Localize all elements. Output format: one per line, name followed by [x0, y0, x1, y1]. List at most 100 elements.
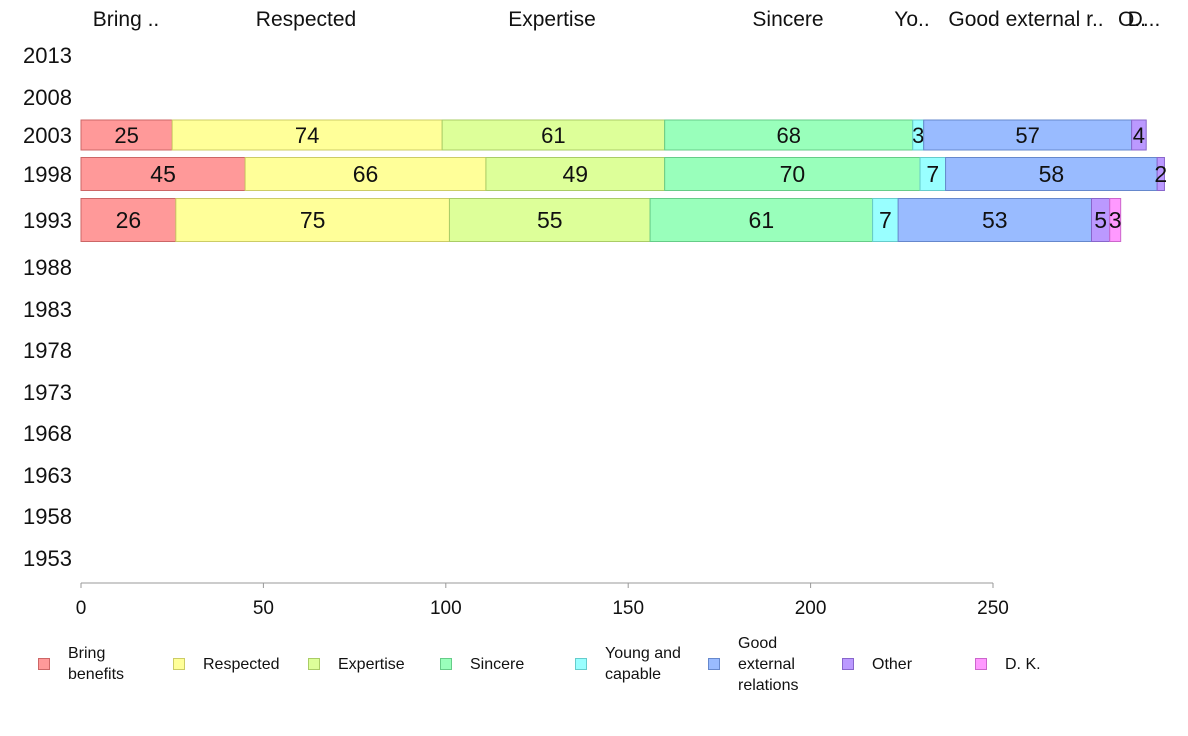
bar-value-label: 45 [150, 161, 176, 187]
top-series-label: D... [1128, 8, 1161, 31]
legend-label-line: Respected [203, 655, 280, 673]
x-tick-label: 150 [612, 598, 644, 619]
legend-item: Other [842, 654, 962, 675]
bar-value-label: 75 [300, 207, 326, 233]
legend-label: Bring benefits [68, 643, 158, 685]
bar-segment [1156, 157, 1165, 191]
top-series-label: Yo.. [894, 8, 929, 31]
bar-segment [923, 119, 1133, 151]
legend-label: Expertise [338, 654, 428, 675]
legend-label: Other [872, 654, 962, 675]
top-series-label: Sincere [752, 8, 823, 31]
bar-value-label: 58 [1039, 161, 1065, 187]
x-tick-label: 250 [977, 598, 1009, 619]
legend-label-line: Young and [605, 645, 681, 662]
bar-segment [649, 198, 874, 242]
y-tick-label: 1993 [23, 208, 72, 233]
bar-value-label: 5 [1094, 207, 1107, 233]
x-tick-label: 200 [795, 598, 827, 619]
y-tick-label: 1958 [23, 504, 72, 529]
legend-label-line: Bring [68, 645, 106, 662]
bar-segment [1109, 198, 1122, 242]
bar-segment [80, 198, 177, 242]
legend-label: Good external relations [738, 633, 828, 696]
bar-value-label: 2 [1154, 161, 1167, 187]
x-tick-label: 100 [430, 598, 462, 619]
y-tick-label: 1953 [23, 546, 72, 571]
legend-label-line: Expertise [338, 655, 405, 673]
x-tick-label: 0 [76, 598, 87, 619]
legend-swatch [440, 658, 452, 670]
legend-label-line: relations [738, 676, 799, 694]
stacked-bar-chart: 2013200820031998199319881983197819731968… [23, 8, 1167, 619]
y-tick-label: 1998 [23, 162, 72, 187]
top-series-label: Respected [256, 8, 356, 31]
bar-segment [897, 198, 1092, 242]
bar-value-label: 25 [114, 123, 138, 148]
bar-segment [244, 157, 487, 191]
top-series-label: Expertise [508, 8, 596, 31]
legend-label-line: D. K. [1005, 655, 1041, 673]
bar-value-label: 3 [1109, 207, 1122, 233]
legend-swatch [842, 658, 854, 670]
bar-value-label: 7 [926, 161, 939, 187]
legend-label: Sincere [470, 654, 560, 675]
bar-segment [448, 198, 651, 242]
y-tick-label: 1973 [23, 380, 72, 405]
top-series-label: Good external r.. [948, 8, 1103, 31]
legend-item: Sincere [440, 654, 560, 675]
bar-segment [919, 157, 947, 191]
y-tick-label: 2013 [23, 43, 72, 68]
legend-item: Young and capable [575, 643, 695, 685]
bar-segment [485, 157, 666, 191]
legend-swatch [308, 658, 320, 670]
y-tick-label: 1978 [23, 338, 72, 363]
bar-segment [664, 157, 921, 191]
bar-value-label: 4 [1133, 123, 1145, 148]
legend-label-line: external [738, 655, 795, 673]
bar-segment [175, 198, 450, 242]
top-series-label: Bring .. [93, 8, 160, 31]
legend-swatch [38, 658, 50, 670]
chart-legend: Bring benefits Respected Expertise Sincere Yo… [38, 632, 1158, 702]
top-series-label: O.. [1118, 8, 1146, 31]
y-tick-label: 2008 [23, 85, 72, 110]
legend-item: Expertise [308, 654, 428, 675]
bar-value-label: 26 [116, 207, 142, 233]
y-tick-label: 2003 [23, 123, 72, 148]
y-tick-label: 1983 [23, 297, 72, 322]
bar-value-label: 68 [776, 123, 800, 148]
legend-label: Young and capable [605, 643, 695, 685]
legend-swatch [575, 658, 587, 670]
legend-label-line: Other [872, 655, 913, 673]
bar-value-label: 7 [879, 207, 892, 233]
bar-segment [872, 198, 899, 242]
bar-value-label: 74 [295, 123, 319, 148]
bar-value-label: 57 [1015, 123, 1039, 148]
x-tick-label: 50 [253, 598, 274, 619]
legend-swatch [708, 658, 720, 670]
legend-label: D. K. [1005, 654, 1095, 675]
y-tick-label: 1968 [23, 421, 72, 446]
bar-segment [945, 157, 1158, 191]
legend-label: Respected [203, 654, 293, 675]
bar-value-label: 70 [780, 161, 806, 187]
bar-value-label: 49 [563, 161, 589, 187]
bar-value-label: 61 [541, 123, 565, 148]
legend-item: Bring benefits [38, 643, 158, 685]
bar-value-label: 55 [537, 207, 563, 233]
legend-swatch [975, 658, 987, 670]
legend-swatch [173, 658, 185, 670]
bar-segment [80, 157, 246, 191]
y-tick-label: 1963 [23, 463, 72, 488]
legend-item: Good external relations [708, 633, 828, 696]
legend-label-line: Good [738, 634, 778, 652]
bar-segment [1131, 119, 1147, 151]
legend-label-line: Sincere [470, 655, 525, 673]
legend-item: D. K. [975, 654, 1095, 675]
y-tick-label: 1988 [23, 255, 72, 280]
bar-value-label: 66 [353, 161, 379, 187]
bar-value-label: 3 [912, 123, 924, 148]
legend-label-line: capable [605, 666, 662, 683]
legend-label-line: benefits [68, 666, 125, 683]
